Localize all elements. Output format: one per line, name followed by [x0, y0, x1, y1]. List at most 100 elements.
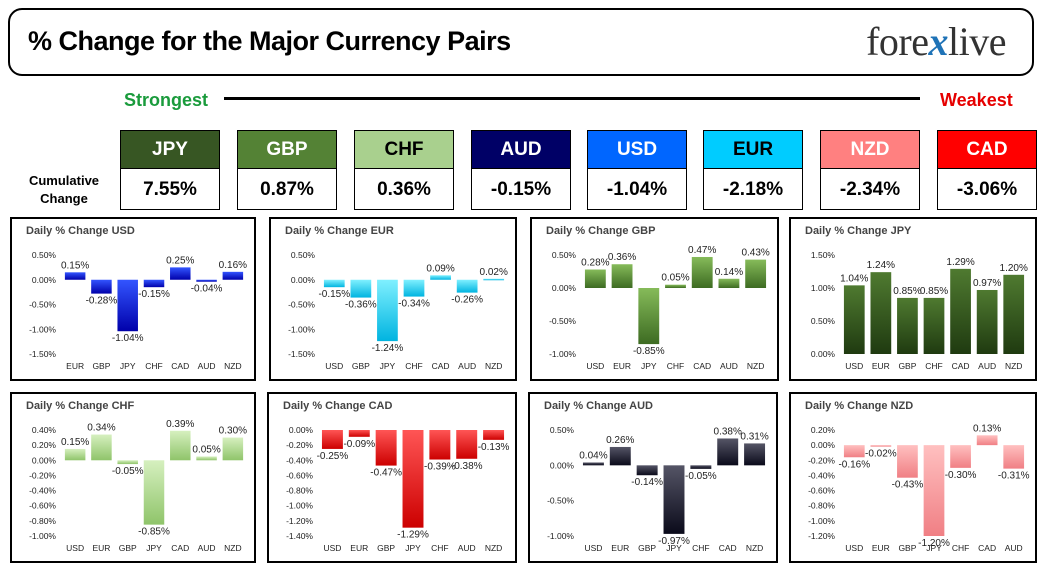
bar-nzd [222, 271, 244, 280]
data-label: 0.43% [741, 248, 769, 259]
data-label: 1.24% [867, 260, 895, 271]
cumulative-change-value: -0.15% [490, 179, 552, 200]
bar-cad [717, 438, 739, 466]
bar-chf [923, 297, 945, 354]
cumulative-change-value: 0.87% [260, 179, 314, 200]
bar-usd [64, 448, 86, 461]
chart-panel-usd: Daily % Change USD 0.50% 0.00% -0.50% -1.00%… [10, 217, 256, 381]
x-tick-label: NZD [485, 543, 502, 553]
data-label: 0.13% [973, 423, 1001, 434]
bar-nzd [744, 443, 766, 466]
bar-eur [91, 434, 112, 461]
bar-chart-cad: 0.00% -0.20% -0.40% -0.60% -0.80% -1.00% -1.20… [286, 425, 509, 553]
x-tick-label: EUR [350, 543, 368, 553]
x-tick-label: USD [66, 543, 84, 553]
data-label: 0.85% [893, 286, 921, 297]
y-tick-label: -0.80% [286, 486, 313, 496]
x-tick-label: AUD [198, 543, 216, 553]
x-tick-label: USD [586, 361, 604, 371]
data-label: -0.85% [138, 527, 170, 538]
y-tick-label: -0.60% [808, 486, 835, 496]
y-tick-label: -1.20% [808, 531, 835, 541]
data-label: -0.38% [451, 461, 483, 472]
data-label: -0.43% [892, 480, 924, 491]
bar-jpy [143, 460, 165, 525]
bar-eur [870, 445, 892, 447]
bar-aud [196, 456, 217, 461]
data-label: 0.02% [480, 267, 508, 278]
bar-usd [321, 430, 343, 449]
y-tick-label: -0.50% [549, 316, 576, 326]
currency-name: USD [588, 131, 686, 169]
data-label: -1.20% [918, 538, 950, 549]
y-tick-label: 1.50% [811, 250, 836, 260]
y-tick-label: -0.50% [547, 496, 574, 506]
data-label: 0.36% [608, 252, 636, 263]
x-tick-label: NZD [224, 543, 241, 553]
y-tick-label: -0.20% [286, 440, 313, 450]
bar-eur [609, 446, 631, 466]
x-tick-label: CAD [171, 543, 189, 553]
x-tick-label: CAD [719, 543, 737, 553]
data-label: 0.05% [661, 273, 689, 284]
x-tick-label: JPY [926, 543, 942, 553]
x-tick-label: EUR [872, 361, 890, 371]
currency-box-usd: USD -1.04% [587, 130, 687, 210]
x-tick-label: CAD [171, 361, 189, 371]
bar-nzd [483, 278, 505, 281]
bar-eur [348, 430, 370, 437]
bar-usd [843, 445, 865, 458]
data-label: -0.47% [370, 468, 402, 479]
cumulative-label-line2: Change [40, 191, 88, 206]
cumulative-change-value: -3.06% [956, 179, 1018, 200]
y-tick-label: -1.00% [547, 531, 574, 541]
data-label: -0.85% [633, 346, 665, 357]
x-tick-label: AUD [198, 361, 216, 371]
bar-jpy [923, 445, 945, 536]
bar-usd [323, 279, 345, 288]
currency-name: AUD [472, 131, 570, 169]
x-tick-label: GBP [352, 361, 370, 371]
x-tick-label: CHF [431, 543, 448, 553]
y-tick-label: 0.00% [811, 349, 836, 359]
data-label: -0.16% [838, 459, 870, 470]
bar-aud [456, 430, 478, 459]
ranking-arrow-line [224, 97, 920, 100]
y-tick-label: -0.50% [29, 300, 56, 310]
currency-name: NZD [821, 131, 919, 169]
y-tick-label: -0.50% [288, 300, 315, 310]
data-label: -0.39% [424, 462, 456, 473]
y-tick-label: -1.20% [286, 516, 313, 526]
x-tick-label: EUR [66, 361, 84, 371]
data-label: -0.09% [343, 439, 375, 450]
cumulative-change-value: -2.18% [722, 179, 784, 200]
bar-nzd [483, 430, 505, 440]
header-banner: % Change for the Major Currency Pairs fo… [8, 8, 1034, 76]
bar-aud [1003, 445, 1025, 469]
y-tick-label: -0.20% [808, 455, 835, 465]
data-label: -0.34% [398, 299, 430, 310]
data-label: -0.97% [658, 536, 690, 547]
bar-chf [403, 279, 425, 297]
data-label: 0.05% [192, 445, 220, 456]
y-tick-label: 0.00% [811, 440, 836, 450]
data-label: -0.05% [685, 471, 717, 482]
data-label: 0.39% [166, 419, 194, 430]
data-label: -0.36% [345, 300, 377, 311]
bar-nzd [1003, 274, 1025, 354]
bar-chart-jpy: 1.50% 1.00% 0.50% 0.00% 1.04% USD 1.24% EUR 0.85… [811, 250, 1028, 371]
currency-box-nzd: NZD -2.34% [820, 130, 920, 210]
y-tick-label: 0.50% [32, 250, 57, 260]
data-label: -0.28% [86, 296, 118, 307]
bar-eur [611, 264, 633, 288]
data-label: 0.25% [166, 255, 194, 266]
bar-jpy [377, 279, 398, 342]
y-tick-label: -1.00% [286, 501, 313, 511]
data-label: 0.85% [920, 286, 948, 297]
bar-gbp [117, 460, 138, 465]
data-label: 0.14% [715, 267, 743, 278]
bar-gbp [897, 445, 918, 478]
x-tick-label: NZD [746, 543, 763, 553]
data-label: 0.30% [219, 426, 247, 437]
y-tick-label: 0.00% [552, 283, 577, 293]
